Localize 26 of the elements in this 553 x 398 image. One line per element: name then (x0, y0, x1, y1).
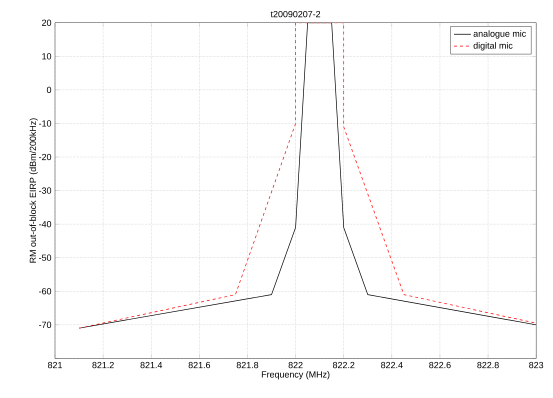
x-axis-title: Frequency (MHz) (262, 371, 330, 380)
y-tick-label: 10 (42, 53, 52, 60)
y-tick-label: -60 (39, 288, 52, 294)
x-tick-label: 822.6 (429, 362, 451, 368)
y-tick-label: -10 (39, 120, 52, 127)
x-tick-label: 821.6 (188, 362, 210, 368)
x-tick-label: 821.4 (140, 362, 162, 368)
x-tick-label: 823 (529, 362, 544, 368)
x-tick-label: 821.8 (236, 362, 258, 368)
y-tick-label: -40 (39, 220, 52, 228)
legend-label: analogue mic (474, 30, 526, 39)
x-tick-label: 821 (48, 362, 62, 368)
chart-title: t20090207-2 (270, 10, 320, 18)
y-tick-label: -70 (39, 322, 52, 328)
x-tick-label: 822.2 (332, 362, 354, 368)
x-tick-label: 822.4 (381, 362, 403, 368)
x-tick-label: 822 (288, 362, 303, 368)
x-tick-label: 821.2 (92, 362, 114, 368)
y-tick-label: -50 (39, 254, 52, 261)
y-tick-label: -30 (39, 187, 52, 194)
legend-label: digital mic (474, 42, 513, 50)
y-tick-label: 0 (46, 86, 52, 94)
y-tick-label: -20 (39, 154, 52, 160)
y-tick-label: 20 (42, 20, 52, 26)
y-axis-title: RM out-of-block EIRP (dBm/200kHz) (29, 118, 38, 263)
x-tick-label: 822.8 (477, 362, 499, 368)
